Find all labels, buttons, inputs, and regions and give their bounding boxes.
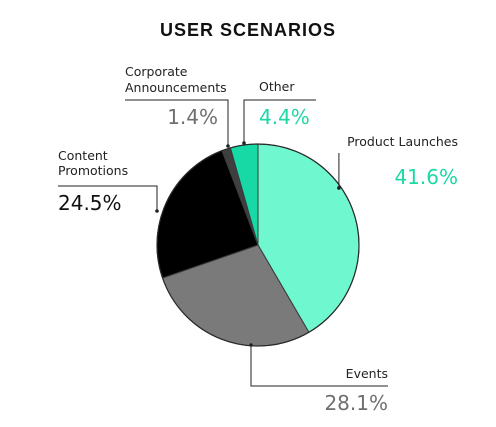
leader-line-corporate-announcements: [125, 99, 229, 146]
slice-label-product-launches: Product Launches: [347, 134, 458, 149]
slice-label-content-promotions: Content Promotions: [58, 148, 128, 178]
slice-label-events: Events: [346, 366, 388, 381]
pie-slices: [156, 143, 360, 347]
slice-value-corporate-announcements: 1.4%: [167, 105, 218, 129]
slice-value-events: 28.1%: [324, 391, 388, 415]
pie-rim: [156, 143, 360, 347]
leader-line-content-promotions: [58, 185, 158, 211]
leader-dot-events: [249, 343, 253, 347]
slice-label-other: Other: [259, 79, 295, 94]
slice-value-product-launches: 41.6%: [394, 165, 458, 189]
leader-line-other: [243, 99, 316, 143]
leader-dot-corporate-announcements: [226, 144, 230, 148]
slice-value-other: 4.4%: [259, 105, 310, 129]
slice-value-content-promotions: 24.5%: [58, 191, 122, 215]
leader-dot-other: [242, 141, 246, 145]
chart-title: USER SCENARIOS: [159, 20, 337, 40]
leader-line-events: [250, 345, 388, 387]
slice-label-corporate-announcements: Corporate Announcements: [125, 64, 227, 95]
leader-dot-content-promotions: [155, 209, 159, 213]
leader-dot-product-launches: [337, 186, 341, 190]
